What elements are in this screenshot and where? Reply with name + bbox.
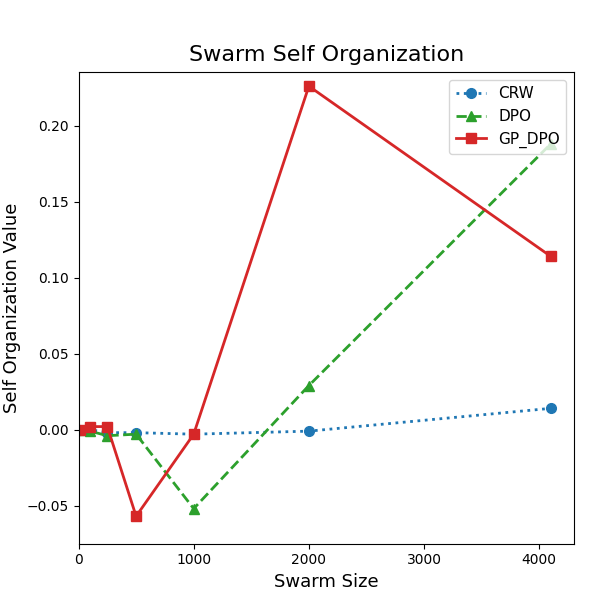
GP_DPO (190, 431, 198, 438)
GP_DPO (104, 423, 111, 430)
CRW (86, 426, 94, 433)
CRW (305, 428, 312, 435)
Legend: CRW, DPO, GP_DPO: CRW, DPO, GP_DPO (449, 80, 566, 154)
CRW (104, 429, 111, 436)
Line: GP_DPO: GP_DPO (75, 82, 556, 521)
DPO (547, 140, 554, 147)
DPO (305, 382, 312, 389)
CRW (132, 429, 140, 436)
DPO (190, 505, 198, 512)
DPO (104, 432, 111, 439)
DPO (132, 431, 140, 438)
GP_DPO (132, 513, 140, 520)
GP_DPO (305, 83, 312, 90)
GP_DPO (547, 252, 554, 260)
GP_DPO (86, 423, 94, 430)
DPO (76, 426, 83, 433)
Line: DPO: DPO (75, 139, 556, 513)
CRW (547, 405, 554, 412)
DPO (86, 428, 94, 435)
Line: CRW: CRW (75, 403, 556, 439)
Title: Swarm Self Organization: Swarm Self Organization (188, 45, 464, 65)
CRW (190, 431, 198, 438)
GP_DPO (76, 426, 83, 433)
X-axis label: Swarm Size: Swarm Size (274, 573, 379, 591)
Y-axis label: Self Organization Value: Self Organization Value (3, 203, 21, 413)
CRW (76, 426, 83, 433)
